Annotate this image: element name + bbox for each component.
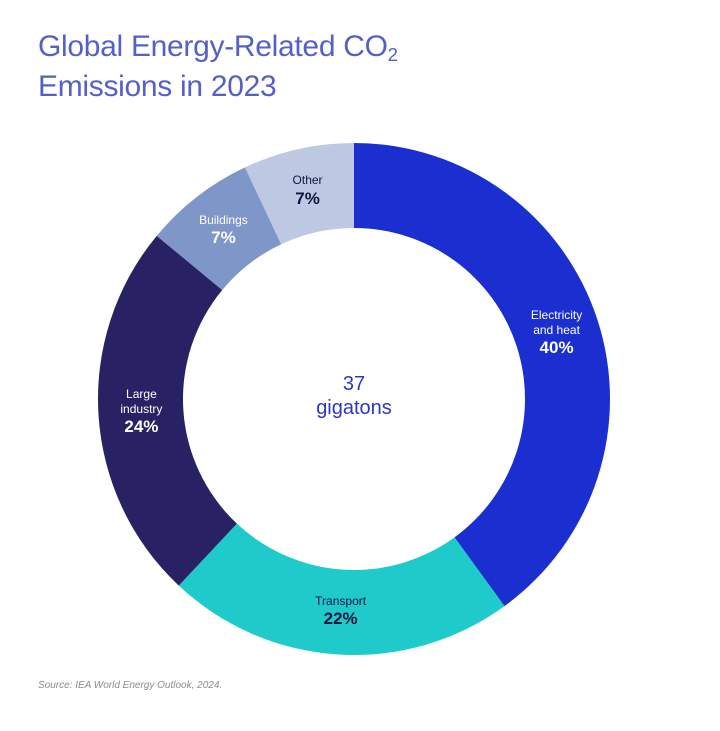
donut-segment-transport: [178, 523, 505, 655]
donut-segment-other: [245, 143, 354, 245]
donut-segment-large-industry: [98, 235, 237, 586]
title-line1: Global Energy-Related CO2: [38, 30, 398, 65]
chart-title: Global Energy-Related CO2 Emissions in 2…: [38, 28, 398, 105]
co2-subscript: 2: [387, 43, 398, 65]
title-line1-text: Global Energy-Related CO: [38, 30, 388, 63]
donut-segment-buildings: [156, 167, 282, 290]
center-value: 37: [342, 373, 366, 395]
donut-center-label: 37 gigatons: [316, 372, 392, 420]
source-note: Source: IEA World Energy Outlook, 2024.: [38, 680, 223, 691]
donut-segment-electricity-and-heat: [354, 143, 610, 607]
center-unit: gigatons: [316, 397, 392, 419]
title-line2: Emissions in 2023: [38, 70, 277, 103]
